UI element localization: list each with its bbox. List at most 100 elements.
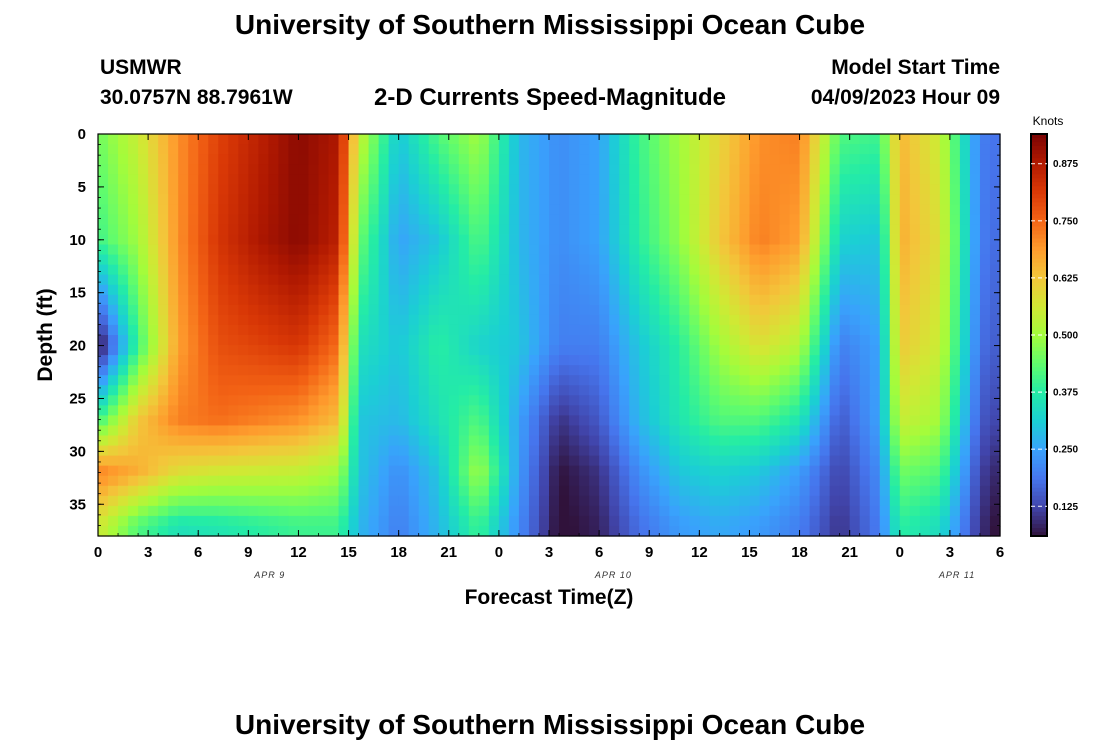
heatmap-cell bbox=[929, 385, 941, 396]
heatmap-cell bbox=[849, 154, 861, 165]
heatmap-cell bbox=[599, 214, 610, 226]
heatmap-cell bbox=[338, 395, 350, 406]
heatmap-cell bbox=[518, 435, 530, 447]
heatmap-cell bbox=[168, 144, 179, 155]
heatmap-cell bbox=[248, 505, 259, 517]
heatmap-cell bbox=[318, 154, 330, 165]
heatmap-cell bbox=[418, 324, 430, 336]
heatmap-cell bbox=[559, 435, 570, 447]
heatmap-cell bbox=[458, 385, 470, 396]
heatmap-cell bbox=[378, 154, 390, 165]
heatmap-cell bbox=[178, 435, 189, 447]
heatmap-cell bbox=[228, 144, 239, 155]
heatmap-cell bbox=[318, 335, 330, 346]
heatmap-cell bbox=[138, 335, 149, 346]
heatmap-cell bbox=[138, 324, 149, 336]
heatmap-cell bbox=[729, 234, 741, 246]
heatmap-cell bbox=[148, 495, 159, 507]
heatmap-cell bbox=[579, 495, 590, 507]
heatmap-cell bbox=[268, 274, 279, 286]
heatmap-cell bbox=[819, 395, 831, 406]
heatmap-cell bbox=[749, 345, 761, 356]
heatmap-cell bbox=[809, 204, 821, 215]
heatmap-cell bbox=[148, 224, 159, 236]
heatmap-cell bbox=[528, 214, 540, 226]
heatmap-cell bbox=[579, 455, 590, 467]
heatmap-cell bbox=[649, 194, 660, 205]
heatmap-cell bbox=[779, 294, 791, 306]
heatmap-cell bbox=[639, 345, 650, 356]
heatmap-cell bbox=[408, 204, 420, 215]
heatmap-cell bbox=[869, 345, 881, 356]
heatmap-cell bbox=[138, 495, 149, 507]
heatmap-cell bbox=[278, 355, 290, 366]
heatmap-cell bbox=[168, 294, 179, 306]
heatmap-cell bbox=[959, 445, 971, 457]
heatmap-cell bbox=[949, 375, 961, 386]
heatmap-cell bbox=[508, 144, 520, 155]
heatmap-cell bbox=[829, 505, 841, 517]
heatmap-cell bbox=[769, 214, 781, 226]
heatmap-cell bbox=[328, 174, 340, 185]
heatmap-cell bbox=[649, 515, 660, 527]
heatmap-cell bbox=[829, 345, 841, 356]
heatmap-cell bbox=[138, 445, 149, 457]
heatmap-cell bbox=[408, 224, 420, 236]
heatmap-cell bbox=[208, 355, 219, 366]
heatmap-cell bbox=[348, 435, 360, 447]
heatmap-cell bbox=[478, 134, 490, 145]
heatmap-cell bbox=[288, 134, 300, 145]
heatmap-cell bbox=[408, 284, 420, 296]
heatmap-cell bbox=[518, 154, 530, 165]
heatmap-cell bbox=[408, 294, 420, 306]
heatmap-cell bbox=[368, 164, 380, 175]
colorbar-step bbox=[1031, 431, 1047, 437]
heatmap-cell bbox=[188, 164, 199, 175]
heatmap-cell bbox=[799, 405, 811, 416]
heatmap-cell bbox=[619, 465, 630, 477]
heatmap-cell bbox=[208, 324, 219, 336]
heatmap-cell bbox=[118, 525, 129, 537]
heatmap-cell bbox=[589, 154, 600, 165]
heatmap-cell bbox=[979, 154, 991, 165]
heatmap-cell bbox=[829, 324, 841, 336]
heatmap-cell bbox=[228, 375, 239, 386]
heatmap-cell bbox=[458, 184, 470, 195]
heatmap-cell bbox=[979, 495, 991, 507]
heatmap-cell bbox=[508, 234, 520, 246]
heatmap-cell bbox=[238, 435, 249, 447]
heatmap-cell bbox=[889, 405, 901, 416]
heatmap-cell bbox=[518, 184, 530, 195]
heatmap-cell bbox=[408, 475, 420, 487]
heatmap-cell bbox=[599, 294, 610, 306]
heatmap-cell bbox=[208, 194, 219, 205]
heatmap-cell bbox=[318, 495, 330, 507]
heatmap-cell bbox=[428, 385, 440, 396]
heatmap-cell bbox=[528, 324, 540, 336]
heatmap-cell bbox=[949, 475, 961, 487]
heatmap-cell bbox=[739, 345, 751, 356]
heatmap-cell bbox=[238, 194, 249, 205]
heatmap-cell bbox=[208, 435, 219, 447]
heatmap-cell bbox=[779, 184, 791, 195]
heatmap-cell bbox=[538, 204, 550, 215]
heatmap-cell bbox=[338, 194, 350, 205]
heatmap-cell bbox=[208, 234, 219, 246]
heatmap-cell bbox=[819, 465, 831, 477]
heatmap-cell bbox=[989, 505, 1001, 517]
heatmap-cell bbox=[128, 435, 139, 447]
heatmap-cell bbox=[569, 134, 580, 145]
heatmap-cell bbox=[629, 304, 640, 316]
heatmap-cell bbox=[228, 164, 239, 175]
heatmap-cell bbox=[779, 324, 791, 336]
heatmap-cell bbox=[398, 375, 410, 386]
heatmap-cell bbox=[829, 395, 841, 406]
heatmap-cell bbox=[779, 345, 791, 356]
heatmap-cell bbox=[398, 164, 410, 175]
heatmap-cell bbox=[158, 495, 169, 507]
heatmap-cell bbox=[448, 294, 460, 306]
heatmap-cell bbox=[819, 415, 831, 427]
heatmap-cell bbox=[909, 395, 921, 406]
heatmap-cell bbox=[909, 294, 921, 306]
heatmap-cell bbox=[538, 515, 550, 527]
